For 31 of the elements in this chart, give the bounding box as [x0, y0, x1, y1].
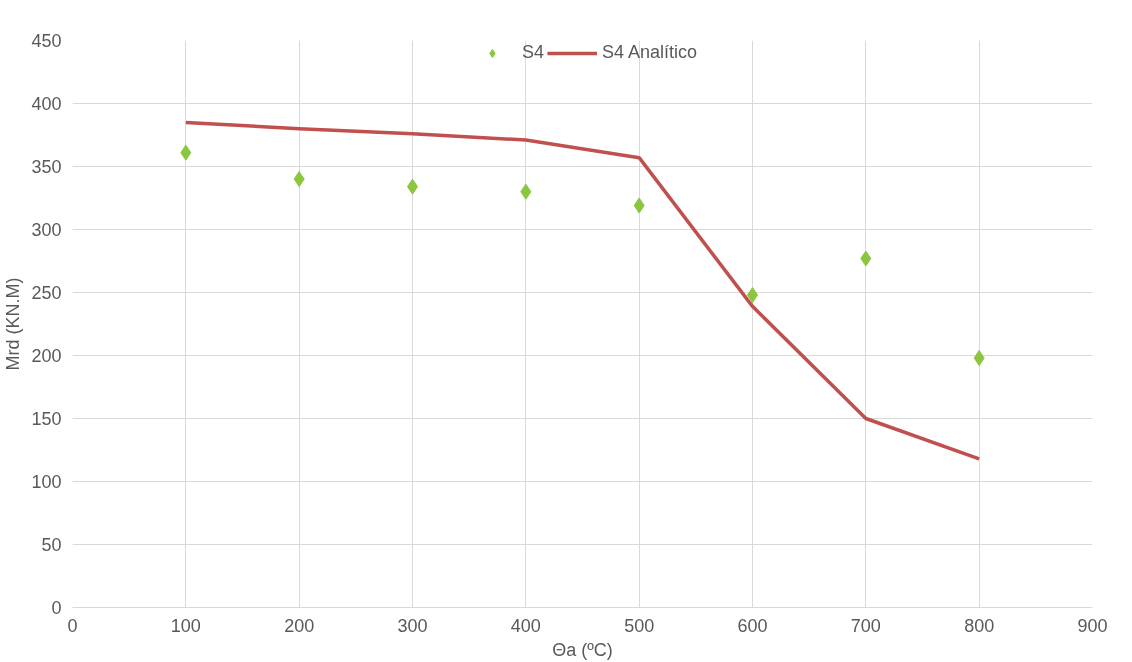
y-tick-label: 350 [31, 157, 62, 177]
y-tick-label: 450 [31, 31, 62, 51]
x-tick-label: 500 [624, 615, 655, 636]
y-tick-label: 250 [31, 283, 62, 303]
y-tick-label: 400 [31, 94, 62, 114]
x-tick-label: 100 [170, 615, 201, 636]
y-tick-label: 150 [31, 409, 62, 429]
y-tick-label: 300 [31, 220, 62, 240]
y-tick-label: 50 [41, 535, 62, 555]
x-tick-label: 600 [737, 615, 768, 636]
x-tick-label: 400 [510, 615, 541, 636]
point [860, 250, 872, 267]
x-tick-label: 800 [964, 615, 995, 636]
y-axis-title: Mrd (KN.M) [3, 277, 24, 371]
point [633, 197, 645, 214]
y-tick-label: 200 [31, 346, 62, 366]
x-axis-title: Θa (ºC) [552, 639, 613, 660]
x-tick-label: 200 [284, 615, 315, 636]
x-tick-label: 0 [67, 615, 78, 636]
point [293, 171, 305, 188]
x-tick-label: 900 [1077, 615, 1108, 636]
x-tick-label: 700 [850, 615, 881, 636]
legend-label: S4 [521, 42, 544, 63]
line-series [184, 120, 981, 461]
legend-label: S4 Analítico [601, 42, 698, 63]
point [180, 144, 192, 161]
point [973, 350, 985, 367]
y-tick-label: 100 [31, 472, 62, 492]
x-tick-label: 300 [397, 615, 428, 636]
point [520, 183, 532, 200]
y-tick-label: 0 [51, 598, 62, 618]
